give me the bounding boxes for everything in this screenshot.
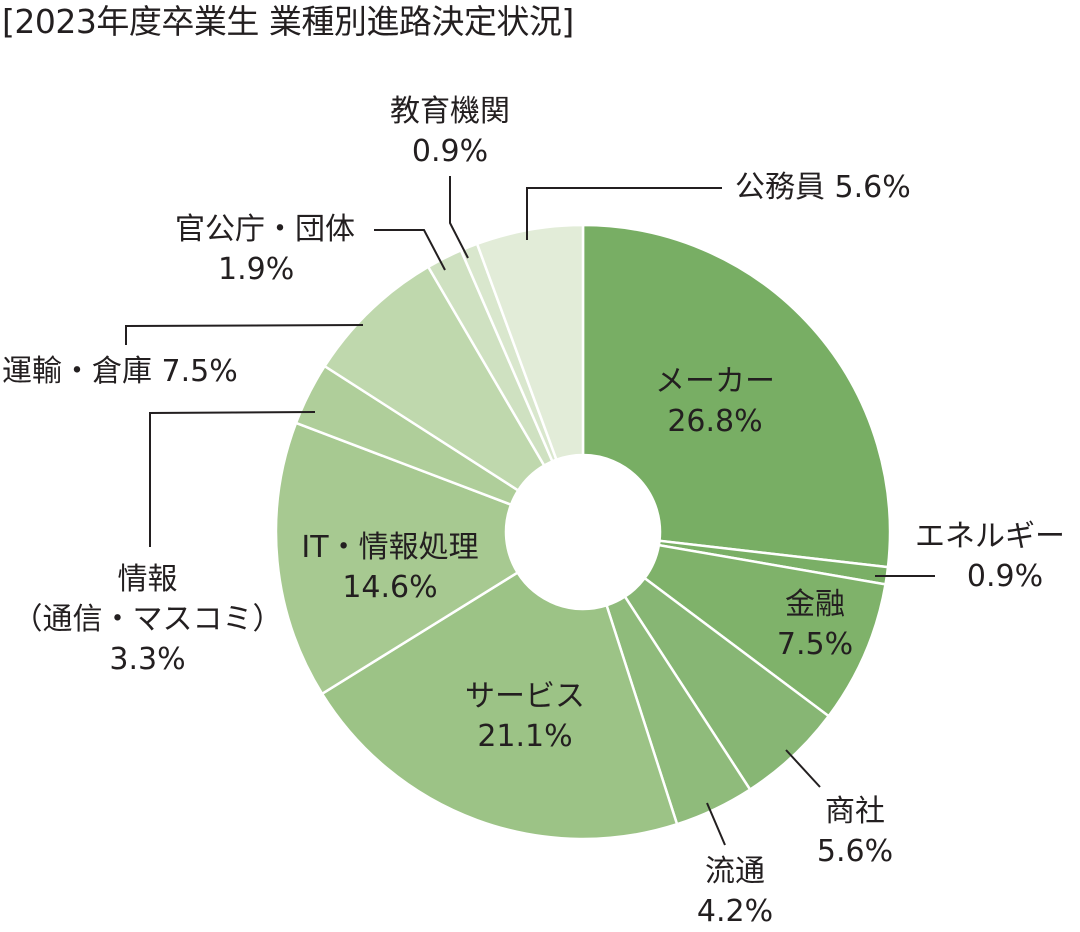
slice-11 [475, 223, 585, 462]
label-edu-value: 0.9% [411, 134, 489, 169]
label-retail-name: 流通 [705, 854, 765, 889]
slice-2 [642, 543, 887, 718]
label-gov-value: 1.9% [218, 252, 295, 287]
leader-line-edu [449, 176, 469, 259]
label-media-sub: （通信・マスコミ） [12, 602, 283, 637]
leader-line-media [149, 411, 316, 547]
label-trading-value: 5.6% [816, 834, 894, 869]
leader-line-civil [526, 187, 722, 240]
label-finance-value: 7.5% [776, 627, 854, 662]
label-transport: 運輸・倉庫 7.5% [2, 352, 238, 392]
label-energy-value: 0.9% [966, 559, 1044, 594]
slice-8 [322, 265, 546, 493]
label-edu-name: 教育機関 [390, 94, 510, 129]
label-gov: 官公庁・団体 1.9% [160, 210, 370, 290]
label-it: IT・情報処理 14.6% [270, 528, 510, 608]
label-retail-value: 4.2% [696, 894, 774, 929]
label-energy: エネルギー 0.9% [900, 517, 1080, 597]
label-trading: 商社 5.6% [800, 792, 910, 872]
label-retail: 流通 4.2% [680, 852, 790, 932]
slice-6 [274, 421, 520, 696]
leader-lines [125, 176, 935, 846]
label-trading-name: 商社 [825, 794, 885, 829]
label-maker-name: メーカー [655, 364, 775, 399]
label-civil-value: 5.6% [834, 170, 911, 205]
label-media-value: 3.3% [109, 642, 186, 677]
label-media: 情報 （通信・マスコミ） 3.3% [5, 560, 290, 680]
label-it-value: 14.6% [342, 570, 438, 605]
label-media-name: 情報 [117, 562, 178, 597]
donut-slices [274, 223, 892, 841]
label-edu: 教育機関 0.9% [370, 92, 530, 172]
leader-line-retail [706, 802, 726, 846]
label-civil: 公務員 5.6% [735, 168, 911, 208]
label-transport-name: 運輸・倉庫 [2, 354, 152, 389]
label-maker-value: 26.8% [667, 404, 763, 439]
chart-title: [2023年度卒業生 業種別進路決定状況] [2, 2, 574, 41]
leader-line-gov [374, 229, 446, 271]
label-civil-name: 公務員 [735, 170, 825, 205]
label-finance-name: 金融 [785, 587, 845, 622]
slice-0 [581, 223, 892, 569]
label-transport-value: 7.5% [161, 354, 238, 389]
label-gov-name: 官公庁・団体 [175, 212, 355, 247]
leader-line-transport [125, 324, 364, 345]
label-service-value: 21.1% [477, 719, 573, 754]
label-service: サービス 21.1% [440, 677, 610, 757]
leader-line-trading [785, 749, 821, 788]
label-energy-name: エネルギー [915, 519, 1065, 554]
label-maker: メーカー 26.8% [640, 362, 790, 442]
label-finance: 金融 7.5% [760, 585, 870, 665]
label-it-name: IT・情報処理 [301, 530, 479, 565]
label-service-name: サービス [465, 679, 585, 714]
